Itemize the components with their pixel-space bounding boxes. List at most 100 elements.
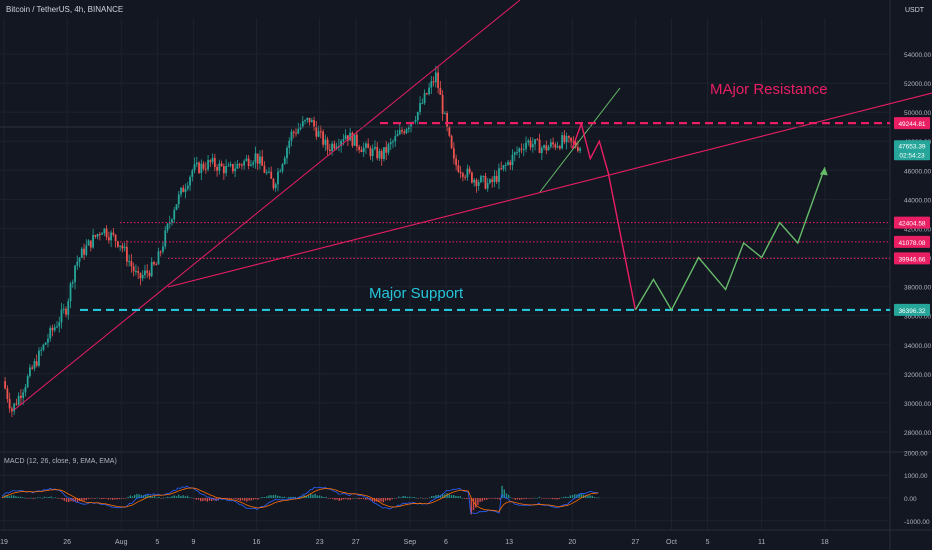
- candle-body: [164, 230, 167, 247]
- candle-body: [263, 165, 266, 173]
- macd-histogram-bar: [259, 497, 261, 499]
- time-axis[interactable]: 19 26 Aug 5 9 16 23 27 Sep 6 13 20 27 Oct 5 11 18: [0, 539, 829, 546]
- symbol-label[interactable]: Bitcoin / TetherUS, 4h, BINANCE: [6, 5, 123, 14]
- price-tick-label: 38000.00: [904, 285, 931, 292]
- candle-body: [10, 408, 13, 412]
- macd-histogram-bar: [294, 496, 296, 498]
- macd-histogram-bar: [244, 498, 246, 501]
- macd-histogram-bar: [457, 496, 459, 498]
- macd-histogram-bar: [30, 497, 32, 499]
- macd-histogram-bar: [204, 498, 206, 501]
- candle-body: [538, 139, 541, 154]
- macd-histogram-bar: [483, 498, 486, 501]
- candle-body: [47, 338, 49, 343]
- macd-histogram-bar: [464, 498, 466, 499]
- macd-histogram-bar: [94, 498, 96, 499]
- candle-body: [545, 145, 548, 151]
- macd-histogram-bar: [246, 498, 248, 502]
- candle-body: [256, 153, 259, 164]
- candle-body: [374, 146, 376, 149]
- candle-body: [173, 209, 176, 220]
- macd-histogram-bar: [393, 497, 395, 499]
- macd-histogram-bar: [281, 496, 283, 498]
- support-label: Major Support: [369, 285, 464, 302]
- candle-body: [216, 167, 218, 171]
- candle-body: [576, 146, 579, 151]
- candle-body: [175, 204, 178, 210]
- macd-histogram-bar: [61, 498, 63, 500]
- currency-label[interactable]: USDT: [905, 7, 925, 14]
- macd-histogram-bar: [41, 497, 43, 499]
- macd-histogram-bar: [252, 498, 255, 500]
- macd-histogram-bar: [109, 498, 112, 500]
- candle-body: [315, 126, 318, 137]
- macd-histogram-bar: [15, 496, 17, 498]
- candle-body: [252, 162, 255, 165]
- price-tick-label: 30000.00: [904, 401, 931, 408]
- candle-body: [74, 265, 76, 283]
- macd-histogram-bar: [391, 498, 393, 500]
- macd-histogram-bar: [255, 498, 257, 500]
- macd-histogram-bar: [521, 498, 523, 500]
- macd-histogram-bar: [54, 497, 57, 498]
- candle-body: [94, 235, 97, 237]
- candle-body: [304, 120, 306, 122]
- candle-body: [333, 143, 336, 149]
- macd-histogram-bar: [552, 498, 554, 500]
- candle-body: [513, 152, 516, 155]
- candle-body: [6, 388, 9, 400]
- macd-histogram-bar: [453, 495, 455, 498]
- candle-body: [425, 93, 428, 95]
- projections: [571, 121, 828, 312]
- candle-body: [371, 148, 374, 157]
- macd-histogram-bar: [206, 498, 208, 502]
- candle-body: [116, 241, 119, 247]
- candle-body: [236, 163, 239, 169]
- time-tick-label: 16: [253, 539, 261, 546]
- macd-histogram-bar: [171, 496, 173, 498]
- macd-histogram-bar: [191, 497, 193, 499]
- macd-histogram-bar: [173, 495, 175, 498]
- macd-histogram-bar: [567, 496, 569, 498]
- candle-body: [459, 171, 462, 174]
- macd-histogram-bar: [596, 497, 598, 499]
- macd-histogram-bar: [477, 498, 479, 505]
- candle-body: [141, 274, 144, 279]
- candle-body: [80, 248, 83, 258]
- candle-body: [198, 162, 200, 173]
- candle-body: [389, 142, 392, 145]
- candle-body: [274, 184, 277, 189]
- macd-histogram-bar: [160, 498, 162, 499]
- macd-histogram-bar: [103, 498, 105, 499]
- macd-histogram-bar: [127, 496, 129, 498]
- price-axis[interactable]: 28000.00 30000.00 32000.00 34000.00 36000.00…: [894, 52, 931, 526]
- macd-histogram-bar: [556, 498, 558, 500]
- candle-body: [547, 146, 550, 151]
- candle-body: [516, 152, 518, 154]
- macd-histogram-bar: [37, 497, 39, 498]
- candle-body: [71, 282, 74, 284]
- macd-histogram-bar: [505, 493, 508, 498]
- candle-body: [430, 81, 433, 88]
- macd-histogram-bar: [560, 497, 563, 499]
- candle-body: [491, 179, 494, 182]
- macd-histogram-bar: [28, 498, 30, 499]
- candle-body: [398, 130, 401, 135]
- macd-histogram-bar: [261, 497, 263, 498]
- candle-body: [326, 139, 329, 150]
- macd-histogram-bar: [136, 493, 138, 498]
- macd-histogram-bar: [343, 498, 345, 500]
- resistance-label: MAjor Resistance: [710, 81, 828, 98]
- macd-histogram-bar: [345, 498, 347, 500]
- candle-body: [218, 163, 221, 171]
- macd-histogram-bar: [50, 496, 52, 498]
- macd-histogram-bar: [92, 498, 94, 499]
- candle-body: [168, 222, 171, 225]
- macd-histogram-bar: [580, 493, 582, 498]
- macd-histogram-bar: [158, 496, 160, 498]
- candle-body: [87, 240, 90, 246]
- candle-body: [193, 164, 196, 171]
- macd-histogram-bar: [576, 494, 578, 498]
- macd-histogram-bar: [153, 496, 156, 498]
